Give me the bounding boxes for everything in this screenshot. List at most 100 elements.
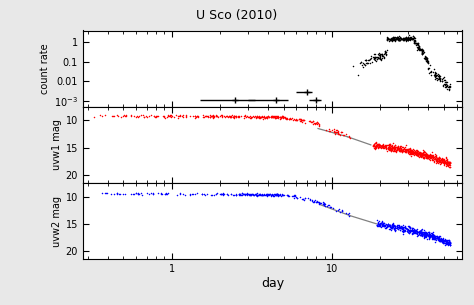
Point xyxy=(416,229,424,234)
Point xyxy=(407,154,415,159)
Point xyxy=(418,52,426,56)
Point xyxy=(259,193,267,198)
Point xyxy=(441,161,448,166)
Point xyxy=(406,149,414,154)
Point xyxy=(385,224,392,228)
Point xyxy=(374,145,382,150)
Point xyxy=(378,222,385,227)
Point xyxy=(265,192,273,196)
Point xyxy=(270,114,278,119)
Point xyxy=(381,146,388,151)
Point xyxy=(432,152,440,157)
Point xyxy=(406,231,413,235)
Point xyxy=(248,192,256,196)
Point xyxy=(387,143,394,148)
Point xyxy=(376,142,384,147)
Point xyxy=(405,36,412,41)
Point xyxy=(409,147,417,152)
Point xyxy=(416,229,423,234)
Point xyxy=(416,153,424,158)
Point xyxy=(394,37,401,42)
Point xyxy=(396,147,403,152)
Point xyxy=(426,231,433,236)
Point xyxy=(381,54,388,59)
Point xyxy=(413,226,420,231)
Point xyxy=(414,41,421,46)
Point xyxy=(418,47,426,52)
Point xyxy=(186,191,193,196)
Point xyxy=(398,227,406,231)
Point xyxy=(417,232,425,237)
Point xyxy=(400,222,407,227)
Point xyxy=(445,159,452,164)
Point xyxy=(267,192,274,197)
Point xyxy=(426,235,433,240)
Point xyxy=(260,115,268,120)
Point xyxy=(429,154,437,159)
Point xyxy=(216,191,224,196)
Point xyxy=(401,225,409,230)
Point xyxy=(403,226,411,231)
Point xyxy=(383,226,390,231)
Point xyxy=(440,158,448,163)
Point xyxy=(431,72,438,77)
Point xyxy=(382,48,389,53)
Point xyxy=(429,234,437,239)
Point xyxy=(418,232,426,237)
Point xyxy=(413,150,420,155)
Point xyxy=(433,157,440,162)
Point xyxy=(444,83,451,88)
Point xyxy=(434,157,441,162)
Point xyxy=(371,56,379,60)
Point xyxy=(419,229,426,234)
Point xyxy=(254,193,261,198)
Point xyxy=(140,114,148,119)
Point xyxy=(386,37,394,42)
Point xyxy=(379,145,387,149)
Point xyxy=(405,146,412,151)
Point xyxy=(389,36,396,41)
Point xyxy=(376,53,383,58)
Point xyxy=(407,149,414,154)
Point xyxy=(415,230,423,235)
Point xyxy=(439,239,447,244)
Point xyxy=(431,235,439,239)
Point xyxy=(264,114,272,119)
Point xyxy=(413,231,420,236)
Point xyxy=(376,224,384,228)
Point xyxy=(400,37,408,42)
Point xyxy=(426,156,434,160)
Point xyxy=(429,154,437,159)
Point xyxy=(269,115,276,120)
Point xyxy=(418,229,425,234)
Point xyxy=(415,45,422,50)
Point xyxy=(411,38,419,42)
Point xyxy=(286,116,293,121)
Point xyxy=(398,149,406,154)
Point xyxy=(295,117,302,121)
Point xyxy=(438,239,446,244)
Point xyxy=(394,143,401,148)
Point xyxy=(370,143,378,148)
Point xyxy=(408,151,415,156)
Point xyxy=(412,149,420,154)
Point xyxy=(127,191,135,196)
Point xyxy=(406,149,413,154)
Point xyxy=(427,232,434,237)
Point xyxy=(382,145,390,150)
Point xyxy=(231,113,238,118)
Point xyxy=(445,238,453,243)
Point xyxy=(209,115,217,120)
Point xyxy=(101,191,109,196)
Point xyxy=(418,230,425,235)
Point xyxy=(237,192,244,197)
Point xyxy=(398,224,406,229)
Point xyxy=(224,192,231,196)
Point xyxy=(441,240,449,245)
Point xyxy=(232,193,239,198)
Point xyxy=(423,56,430,61)
Point xyxy=(404,38,412,42)
Point xyxy=(336,207,343,212)
Point xyxy=(376,142,384,147)
Point xyxy=(413,150,421,155)
